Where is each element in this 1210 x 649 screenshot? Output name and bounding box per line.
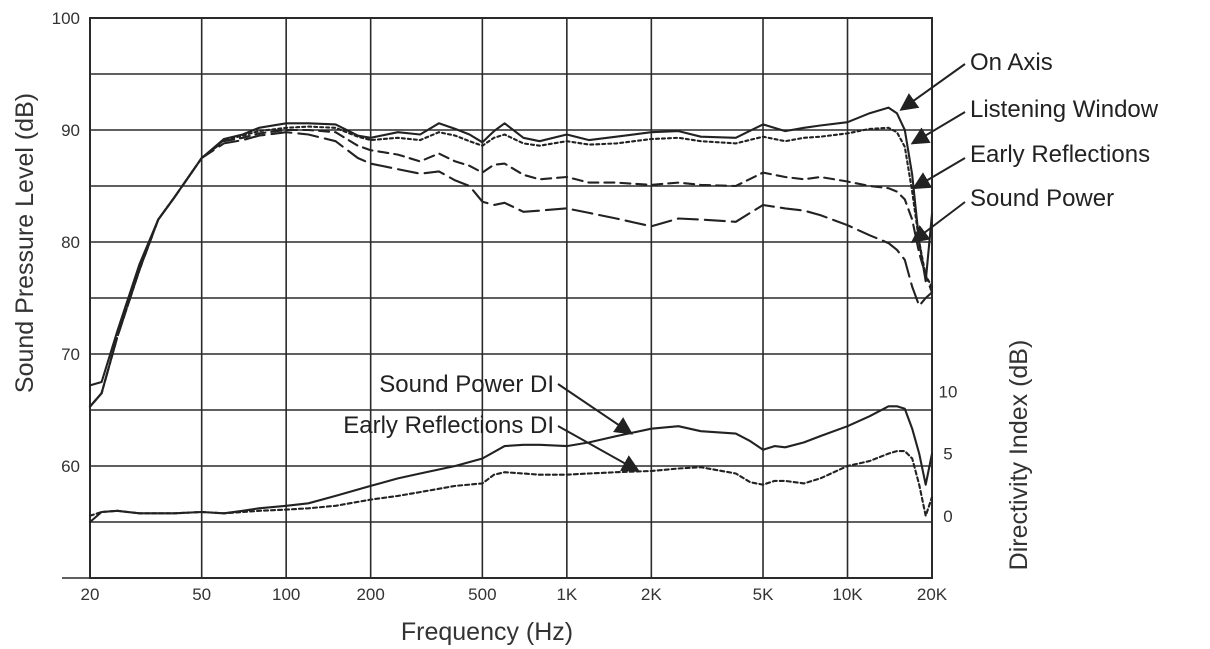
x-tick-label: 50 bbox=[192, 585, 211, 604]
annotation-label-early-reflections: Early Reflections bbox=[970, 141, 1150, 168]
annotation-label-sound-power: Sound Power bbox=[970, 185, 1114, 212]
annotation-arrow-early-reflections bbox=[912, 157, 966, 190]
y2-axis-title: Directivity Index (dB) bbox=[1005, 340, 1033, 571]
x-tick-label: 1K bbox=[556, 585, 577, 604]
y-tick-label: 60 bbox=[61, 457, 80, 476]
y2-tick-label: 5 bbox=[943, 445, 952, 464]
x-tick-label: 5K bbox=[753, 585, 774, 604]
series-line-listening-window bbox=[88, 125, 934, 408]
y2-tick-label: 0 bbox=[943, 507, 952, 526]
x-axis-title: Frequency (Hz) bbox=[401, 618, 573, 646]
x-tick-label: 2K bbox=[641, 585, 662, 604]
tick-labels: 20 50 100 200 500 1K 2K 5K 10K 20K 60 70 80 90 100 0 5 10 bbox=[52, 9, 958, 604]
x-tick-label: 500 bbox=[468, 585, 496, 604]
grid-lines bbox=[89, 18, 933, 578]
x-tick-label: 20 bbox=[81, 585, 100, 604]
x-tick-label: 20K bbox=[917, 585, 948, 604]
y-axis-title: Sound Pressure Level (dB) bbox=[11, 93, 39, 393]
annotation-label-listening-window: Listening Window bbox=[970, 96, 1159, 123]
annotation-arrow-listening-window bbox=[910, 111, 966, 145]
x-tick-label: 200 bbox=[356, 585, 384, 604]
series-line-on-axis bbox=[88, 106, 934, 387]
annotation-arrow-sound-power-di bbox=[557, 383, 634, 435]
annotations: On Axis Listening Window Early Reflections… bbox=[343, 49, 1159, 472]
y-tick-label: 90 bbox=[61, 121, 80, 140]
y-tick-label: 100 bbox=[52, 9, 80, 28]
annotation-arrow-sound-power bbox=[910, 201, 966, 244]
annotation-label-early-reflections-di: Early Reflections DI bbox=[343, 412, 554, 439]
y-tick-label: 80 bbox=[61, 233, 80, 252]
series-line-early-reflections bbox=[88, 128, 934, 408]
y2-tick-label: 10 bbox=[939, 382, 958, 401]
y-tick-label: 70 bbox=[61, 345, 80, 364]
x-tick-label: 100 bbox=[272, 585, 300, 604]
x-tick-label: 10K bbox=[832, 585, 863, 604]
series-line-sound-power bbox=[88, 131, 934, 408]
annotation-label-on-axis: On Axis bbox=[970, 49, 1053, 76]
annotation-label-sound-power-di: Sound Power DI bbox=[379, 371, 554, 398]
series-group bbox=[88, 106, 934, 524]
annotation-arrow-on-axis bbox=[899, 63, 966, 111]
annotation-arrow-early-reflections-di bbox=[557, 425, 641, 472]
series-line-early-reflections-di bbox=[88, 450, 934, 517]
